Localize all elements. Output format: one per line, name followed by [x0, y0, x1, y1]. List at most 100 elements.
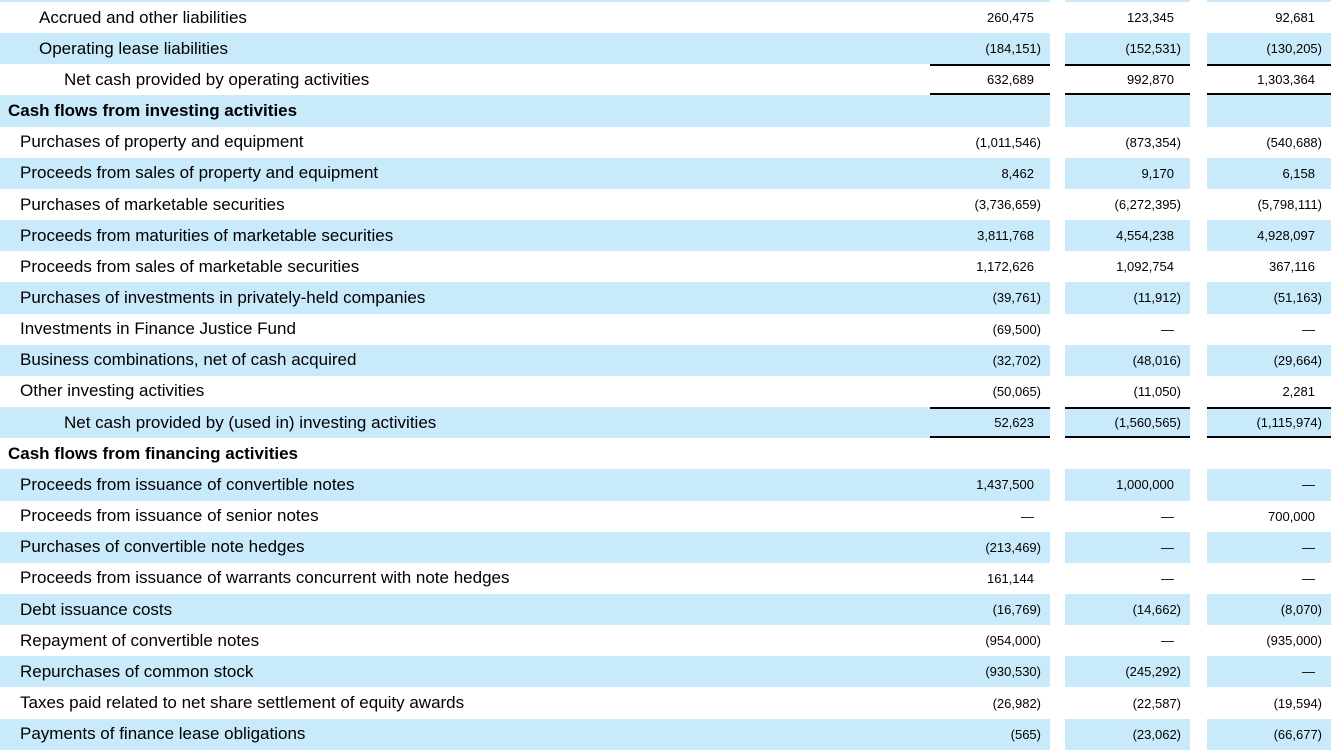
column-gutter	[1190, 313, 1207, 345]
column-gutter	[1050, 157, 1065, 189]
value-cell: (69,500)	[992, 321, 1041, 337]
column-gutter	[1190, 593, 1207, 626]
column-gutter	[1190, 562, 1207, 594]
row-label: Cash flows from financing activities	[8, 443, 299, 463]
table-row: Debt issuance costs (16,769) (14,662) (8,07…	[0, 593, 1334, 626]
column-gutter	[1050, 656, 1065, 688]
value-cell: (39,761)	[992, 290, 1041, 306]
value-cell: (565)	[1010, 726, 1041, 742]
column-gutter	[1050, 531, 1065, 563]
value-cell: —	[1161, 508, 1174, 524]
right-margin	[1331, 157, 1334, 189]
column-gutter	[1050, 593, 1065, 626]
value-cell: —	[1302, 664, 1315, 680]
right-margin	[1331, 407, 1334, 439]
right-margin	[1331, 718, 1334, 750]
value-cell: 1,000,000	[1116, 477, 1174, 493]
value-cell: 4,554,238	[1116, 228, 1174, 244]
value-cell: (935,000)	[1266, 633, 1322, 649]
right-margin	[1331, 656, 1334, 688]
table-row: Proceeds from issuance of convertible no…	[0, 469, 1334, 501]
value-cell	[930, 438, 1050, 469]
row-label: Cash flows from investing activities	[8, 101, 298, 121]
row-label: Accrued and other liabilities	[39, 7, 247, 27]
value-cell: (14,662)	[1132, 602, 1181, 618]
value-cell: (184,151)	[985, 41, 1041, 57]
value-cell: 367,116	[1268, 259, 1315, 275]
value-cell: (19,594)	[1273, 695, 1322, 711]
value-cell: (245,292)	[1125, 664, 1181, 680]
column-gutter	[1050, 2, 1065, 34]
table-row: Net cash provided by operating activitie…	[0, 64, 1334, 96]
right-margin	[1331, 188, 1334, 221]
value-cell: 2,281	[1282, 383, 1315, 399]
right-margin	[1331, 0, 1334, 2]
column-gutter	[1050, 562, 1065, 594]
table-row: Repayment of convertible notes (954,000) —…	[0, 625, 1334, 657]
right-margin	[1331, 469, 1334, 501]
value-cell: (32,702)	[992, 352, 1041, 368]
value-cell: 161,144	[987, 570, 1034, 586]
value-cell: —	[1161, 633, 1174, 649]
row-label: Business combinations, net of cash acqui…	[20, 350, 357, 370]
column-gutter	[1050, 0, 1065, 2]
table-row: Payments of finance lease obligations (56…	[0, 718, 1334, 750]
value-cell: (48,016)	[1132, 352, 1181, 368]
table-row: Business combinations, net of cash acqui…	[0, 344, 1334, 376]
table-row: Proceeds from issuance of warrants concu…	[0, 562, 1334, 594]
column-gutter	[1190, 656, 1207, 688]
right-margin	[1331, 687, 1334, 719]
table-row: Accrued and other liabilities 260,475 123,…	[0, 2, 1334, 34]
table-row: Purchases of marketable securities (3,736…	[0, 188, 1334, 221]
value-cell: 1,092,754	[1116, 259, 1174, 275]
value-cell: (50,065)	[992, 383, 1041, 399]
right-margin	[1331, 562, 1334, 594]
value-cell: 992,870	[1065, 64, 1190, 96]
value-cell: (26,982)	[992, 695, 1041, 711]
table-row: Purchases of property and equipment (1,01…	[0, 126, 1334, 158]
right-margin	[1331, 126, 1334, 158]
row-label: Purchases of convertible note hedges	[20, 537, 305, 557]
right-margin	[1331, 220, 1334, 252]
value-cell: (954,000)	[985, 633, 1041, 649]
right-margin	[1331, 282, 1334, 314]
right-margin	[1331, 344, 1334, 376]
value-cell: (930,530)	[985, 664, 1041, 680]
column-gutter	[1190, 251, 1207, 283]
value-cell: (540,688)	[1266, 134, 1322, 150]
table-row: Taxes paid related to net share settleme…	[0, 687, 1334, 719]
table-row: Proceeds from issuance of senior notes — —…	[0, 500, 1334, 532]
value-cell: (1,560,565)	[1065, 407, 1190, 439]
column-gutter	[1190, 531, 1207, 563]
value-cell: 700,000	[1268, 508, 1315, 524]
value-cell: (130,205)	[1266, 41, 1322, 57]
value-cell: 52,623	[930, 407, 1050, 439]
value-cell	[1065, 438, 1190, 469]
column-gutter	[1190, 95, 1207, 127]
value-cell: 4,928,097	[1257, 228, 1315, 244]
value-cell: 92,681	[1275, 10, 1315, 26]
column-gutter	[1050, 33, 1065, 65]
right-margin	[1331, 33, 1334, 65]
value-cell: (22,587)	[1132, 695, 1181, 711]
value-cell	[1065, 95, 1190, 126]
table-row: Other investing activities (50,065) (11,05…	[0, 375, 1334, 408]
value-cell: —	[1302, 477, 1315, 493]
row-label: Net cash provided by (used in) investing…	[64, 412, 437, 432]
row-label: Other investing activities	[20, 381, 205, 401]
value-cell: (1,115,974)	[1207, 407, 1331, 439]
value-cell	[930, 95, 1050, 126]
column-gutter	[1050, 687, 1065, 719]
value-cell: (213,469)	[985, 539, 1041, 555]
value-cell: (23,062)	[1132, 726, 1181, 742]
column-gutter	[1050, 469, 1065, 501]
row-label: Proceeds from issuance of senior notes	[20, 506, 319, 526]
column-gutter	[1190, 375, 1207, 408]
row-label: Proceeds from maturities of marketable s…	[20, 225, 394, 245]
row-label: Proceeds from issuance of convertible no…	[20, 474, 355, 494]
value-cell: —	[1161, 570, 1174, 586]
column-gutter	[1050, 375, 1065, 408]
right-margin	[1331, 375, 1334, 408]
table-row: Proceeds from sales of marketable securi…	[0, 251, 1334, 283]
